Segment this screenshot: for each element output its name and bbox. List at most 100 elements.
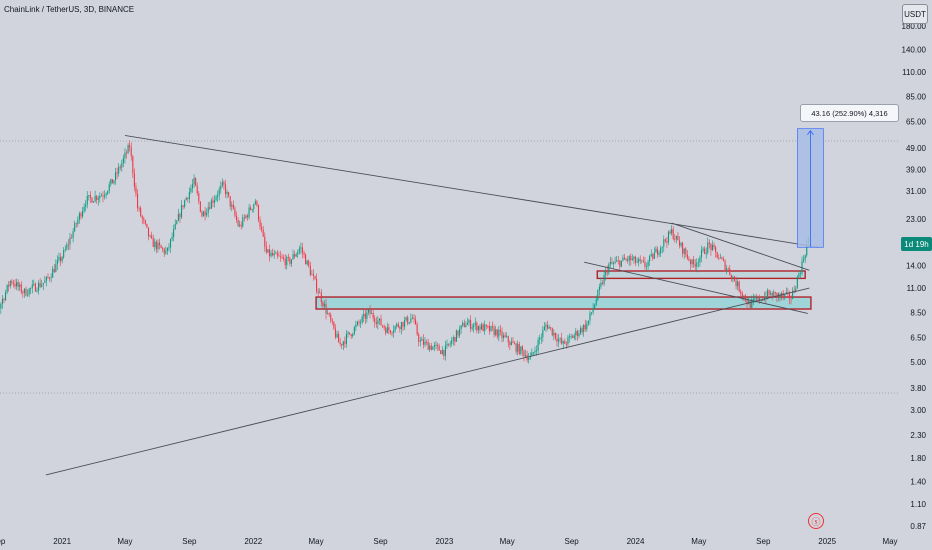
tradingview-logo-icon[interactable]: ⓢ <box>808 513 824 529</box>
candle-up <box>88 194 90 201</box>
candle-up <box>166 247 168 255</box>
candle-down <box>53 263 55 273</box>
candle-down <box>407 315 409 326</box>
candle-down <box>25 286 27 297</box>
measure-tool[interactable] <box>797 128 824 248</box>
symbol-title[interactable]: ChainLink / TetherUS, 3D, BINANCE <box>4 5 135 14</box>
candle-down <box>276 249 278 259</box>
candle-up <box>52 266 54 278</box>
candle-down <box>678 236 681 249</box>
candle-up <box>562 340 564 350</box>
candle-up <box>650 249 652 257</box>
candle-down <box>132 154 134 179</box>
candle-up <box>503 332 505 342</box>
candle-up <box>429 342 431 352</box>
candle-down <box>143 216 145 225</box>
time-tick-label: 2022 <box>244 537 262 546</box>
price-axis[interactable]: 180.00 140.00 110.00 85.00 65.00 49.00 39.00 31… <box>902 22 927 531</box>
candle-down <box>693 255 695 268</box>
candle-down <box>246 213 249 221</box>
time-axis[interactable]: Sep 2021 May Sep 2022 May Sep 2023 May Sep 2024 May… <box>0 537 898 546</box>
candle-up <box>700 245 703 263</box>
candle-down <box>664 238 666 244</box>
candle-up <box>707 237 709 255</box>
candle-up <box>127 143 129 154</box>
candle-up <box>400 321 402 335</box>
candle-up <box>342 340 344 351</box>
candle-up <box>0 302 2 314</box>
candle-up <box>361 314 363 325</box>
time-tick-label: May <box>500 537 515 546</box>
candle-up <box>149 234 151 238</box>
candle-down <box>383 324 385 331</box>
candle-up <box>531 348 533 356</box>
trend-line-2 <box>45 287 810 476</box>
candle-up <box>42 282 44 291</box>
candle-up <box>61 255 63 264</box>
candle-down <box>364 308 366 325</box>
candle-up <box>69 232 71 250</box>
candle-up <box>726 264 728 275</box>
candle-up <box>270 249 272 258</box>
candle-up <box>94 190 96 203</box>
candle-up <box>641 259 643 264</box>
candle-down <box>135 182 137 197</box>
candle-down <box>496 328 498 340</box>
zone-boxes[interactable] <box>315 270 812 310</box>
candle-down <box>499 325 501 336</box>
candle-up <box>796 275 798 289</box>
candle-down <box>724 259 726 272</box>
candle-down <box>240 221 242 230</box>
candle-up <box>58 252 60 263</box>
candle-up <box>658 250 660 257</box>
candle-up <box>539 334 541 345</box>
candle-down <box>334 324 337 340</box>
candle-up <box>113 179 115 185</box>
candle-up <box>177 208 179 222</box>
candle-down <box>512 337 514 344</box>
candle-down <box>196 182 198 196</box>
candle-up <box>311 270 313 276</box>
price-tick-label: 1.80 <box>910 454 926 463</box>
dotted-level-lines <box>0 140 900 394</box>
candle-up <box>675 235 677 244</box>
candle-up <box>16 278 18 291</box>
candle-up <box>319 288 321 294</box>
time-tick-label: 2023 <box>435 537 453 546</box>
candle-down <box>305 253 307 265</box>
time-tick-label: May <box>309 537 324 546</box>
candle-down <box>289 256 291 267</box>
candle-up <box>386 322 388 334</box>
candle-down <box>672 225 674 241</box>
candle-up <box>645 262 648 271</box>
candle-down <box>369 304 371 319</box>
candle-up <box>495 325 497 337</box>
candle-down <box>34 282 36 292</box>
candle-up <box>297 249 299 259</box>
candle-down <box>350 333 352 339</box>
candle-down <box>492 321 494 331</box>
candle-up <box>586 320 588 332</box>
candle-down <box>397 321 399 329</box>
candle-up <box>353 325 355 336</box>
candle-down <box>682 241 684 258</box>
candle-down <box>485 324 487 330</box>
currency-button[interactable]: USDT <box>902 4 928 24</box>
candle-down <box>730 274 732 282</box>
candle-up <box>336 330 338 339</box>
candle-up <box>371 309 373 314</box>
candle-up <box>594 303 596 310</box>
candle-down <box>155 239 157 254</box>
candle-up <box>628 255 630 267</box>
candle-up <box>78 211 80 224</box>
price-tick-label: 110.00 <box>902 68 926 77</box>
candle-up <box>468 318 470 327</box>
candle-up <box>210 198 212 209</box>
candle-up <box>347 330 349 338</box>
trend-lines[interactable] <box>45 135 819 476</box>
candle-up <box>81 207 84 219</box>
candle-up <box>36 287 38 293</box>
candle-down <box>721 256 723 260</box>
candle-up <box>471 323 473 331</box>
